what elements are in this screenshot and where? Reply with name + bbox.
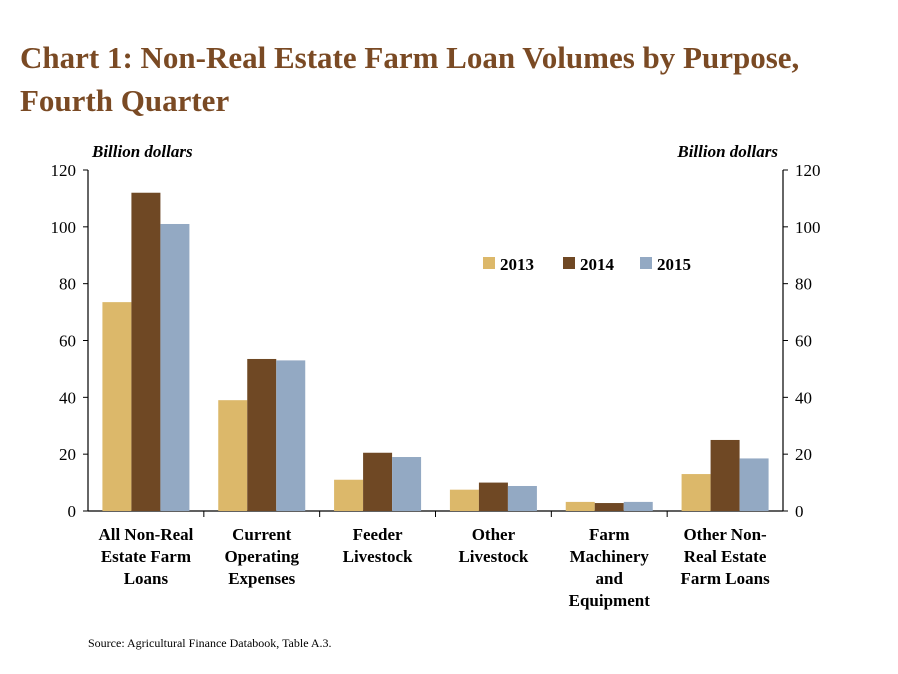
right-axis-unit-label: Billion dollars [677,142,778,161]
x-category-label: Feeder Livestock [343,525,413,566]
bar [739,458,769,511]
x-category-label: Current Operating Expenses [224,525,299,588]
legend-label: 2014 [580,255,615,274]
legend-swatch [563,257,575,269]
bar [247,358,277,511]
bar [449,489,479,511]
bar [478,482,508,511]
source-note: Source: Agricultural Finance Databook, T… [88,636,332,650]
bar [623,501,653,511]
bar [276,360,306,511]
chart-title-line-1: Chart 1: Non-Real Estate Farm Loan Volum… [20,40,800,75]
y-tick-label-left: 100 [51,218,77,237]
chart-title: Chart 1: Non-Real Estate Farm Loan Volum… [20,36,890,122]
legend-label: 2013 [500,255,534,274]
x-category-label: All Non-Real Estate Farm Loans [98,525,193,588]
bar [218,400,248,511]
y-tick-label-left: 120 [51,161,77,180]
bar [565,501,595,511]
y-tick-label-left: 0 [68,502,77,521]
bar [102,302,132,511]
left-axis-unit-label: Billion dollars [92,142,193,161]
y-tick-label-right: 80 [795,275,812,294]
x-category-label: Other Non-Real Estate Farm Loans [680,525,770,588]
bar [334,479,364,511]
y-tick-label-left: 40 [59,388,76,407]
y-tick-label-right: 0 [795,502,804,521]
y-tick-label-left: 60 [59,332,76,351]
y-tick-label-right: 120 [795,161,821,180]
y-tick-label-left: 80 [59,275,76,294]
chart-title-line-2: Fourth Quarter [20,83,230,118]
bar [392,457,422,511]
y-tick-label-left: 20 [59,445,76,464]
y-tick-label-right: 100 [795,218,821,237]
bar [681,474,711,511]
y-tick-label-right: 60 [795,332,812,351]
bar [507,485,537,511]
legend-swatch [483,257,495,269]
x-category-label: Other Livestock [458,525,528,566]
bar [160,223,190,511]
bar [363,452,393,511]
y-tick-label-right: 40 [795,388,812,407]
y-tick-label-right: 20 [795,445,812,464]
legend-swatch [640,257,652,269]
legend-label: 2015 [657,255,691,274]
bar [710,439,740,511]
bar [131,192,161,511]
x-category-label: Farm Machinery and Equipment [569,525,651,610]
bar [594,503,624,511]
